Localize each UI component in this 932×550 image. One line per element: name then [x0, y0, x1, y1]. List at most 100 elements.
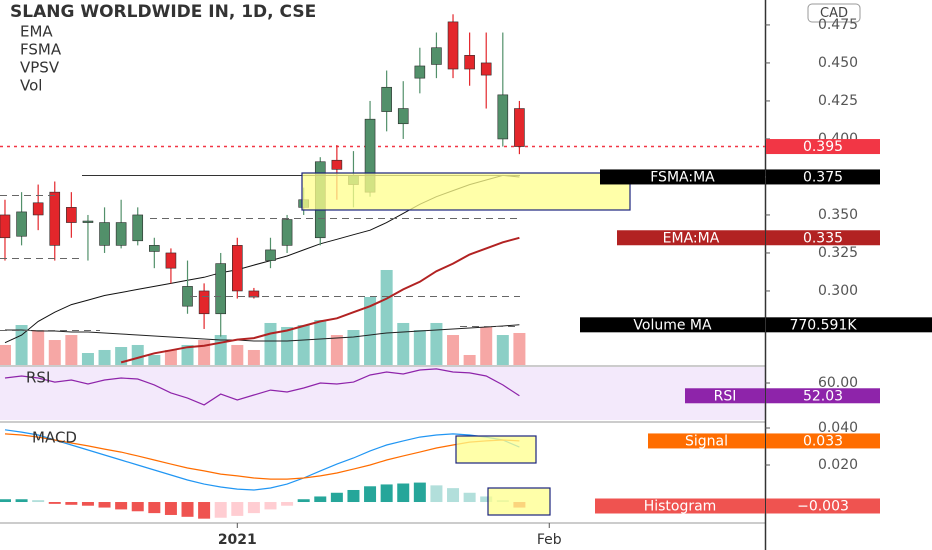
histogram-bar: [247, 502, 260, 514]
histogram-bar: [397, 483, 410, 503]
histogram-bar: [181, 502, 194, 517]
candle-body: [431, 47, 442, 65]
y-tick-label: 0.040: [818, 420, 858, 436]
volume-bar: [513, 332, 526, 365]
label-name: RSI: [714, 388, 737, 404]
signal-line: [4, 433, 520, 480]
series-layer: [0, 14, 765, 519]
histogram-bar: [115, 502, 128, 510]
overlay-line: [120, 236, 520, 364]
candle-body: [331, 159, 343, 170]
x-tick-label: Feb: [537, 532, 562, 548]
macd-line: [4, 429, 520, 491]
volume-bar: [264, 322, 277, 365]
volume-bar: [131, 344, 144, 365]
candle-body: [66, 207, 77, 223]
y-tick-label: 0.450: [818, 55, 858, 71]
histogram-bar: [314, 496, 327, 503]
histogram-bar: [81, 502, 94, 506]
indicator-label: FSMA: [20, 41, 62, 59]
candle-body: [0, 214, 11, 239]
candle-body: [115, 222, 127, 246]
histogram-bar: [281, 502, 294, 506]
value-box: [766, 388, 880, 404]
value-label: 0.395: [803, 139, 843, 155]
volume-bar: [480, 326, 493, 365]
value-label: 52.03: [803, 388, 843, 404]
y-tick-label: 0.325: [818, 245, 858, 261]
value-box: [766, 230, 880, 246]
histogram-bar: [463, 492, 476, 503]
histogram-bar: [447, 488, 460, 503]
label-box: [600, 169, 765, 185]
volume-bar: [181, 344, 194, 365]
chart-title: SLANG WORLDWIDE IN, 1D, CSE: [10, 2, 316, 22]
volume-bar: [198, 340, 211, 365]
value-box: [766, 139, 880, 155]
histogram-bar: [480, 496, 493, 503]
currency-label[interactable]: CAD: [820, 6, 848, 21]
histogram-bar: [131, 502, 144, 512]
currency-badge[interactable]: [807, 3, 861, 23]
label-name: FSMA:MA: [650, 169, 715, 185]
volume-bar: [380, 269, 393, 365]
volume-bar: [48, 340, 61, 365]
label-box: [617, 230, 765, 246]
volume-bar: [81, 353, 94, 365]
candle-body: [497, 94, 509, 140]
histogram-bar: [198, 502, 211, 519]
candle-body: [397, 108, 409, 125]
histogram-bar: [380, 484, 393, 503]
volume-bar: [397, 322, 410, 365]
x-tick-label: 2021: [218, 532, 257, 548]
indicator-label: VPSV: [20, 59, 60, 77]
candle-body: [49, 191, 61, 246]
candle-body: [16, 211, 27, 237]
histogram-bar: [231, 502, 244, 516]
rsi-line: [4, 368, 520, 406]
histogram-bar: [0, 499, 11, 503]
highlight-box: [487, 487, 551, 516]
histogram-bar: [65, 502, 78, 505]
volume-bar: [496, 335, 509, 365]
histogram-bar: [364, 486, 377, 503]
value-label: 0.033: [803, 433, 843, 449]
histogram-bar: [98, 502, 111, 508]
volume-bar: [413, 330, 426, 365]
histogram-bar: [413, 482, 426, 503]
volume-bar: [330, 335, 343, 365]
volume-bar: [364, 297, 377, 365]
histogram-bar: [330, 492, 343, 503]
volume-bar: [447, 335, 460, 365]
histogram-bar: [347, 489, 360, 503]
y-tick-label: 0.350: [818, 207, 858, 223]
y-tick-label: 60.00: [818, 375, 858, 391]
candle-body: [198, 290, 210, 315]
volume-bar: [164, 349, 177, 365]
volume-bar: [0, 344, 11, 365]
candle-body: [414, 65, 426, 79]
candle-body: [480, 62, 492, 76]
volume-bar: [430, 322, 443, 365]
histogram-bar: [15, 499, 28, 503]
y-tick-label: 0.300: [818, 283, 858, 299]
label-box: [580, 317, 765, 333]
value-box: [766, 317, 932, 333]
volume-bar: [65, 335, 78, 365]
histogram-bar: [430, 485, 443, 503]
volume-bar: [281, 326, 294, 365]
candle-body: [165, 252, 177, 269]
candle-body: [32, 202, 44, 216]
candle-body: [381, 86, 392, 112]
label-name: Histogram: [644, 499, 717, 515]
volume-bar: [15, 325, 28, 365]
value-label: 0.375: [803, 169, 843, 185]
highlight-box: [301, 172, 631, 211]
histogram-bar: [264, 502, 277, 510]
candle-body: [231, 245, 243, 292]
volume-bar: [148, 354, 161, 365]
volume-bar: [314, 320, 327, 365]
candle-body: [149, 245, 160, 252]
indicator-label: EMA: [20, 23, 53, 41]
